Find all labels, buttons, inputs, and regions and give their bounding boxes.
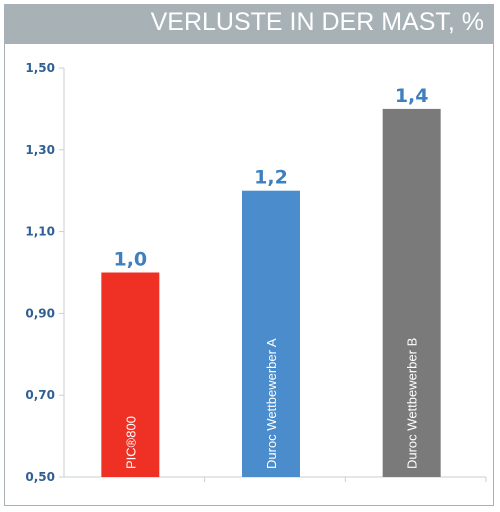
bar-category-label: Duroc Wettbewerber B bbox=[405, 338, 420, 469]
axes: 1,50 1,30 1,10 0,90 0,70 0,50 bbox=[25, 61, 487, 484]
bar bbox=[242, 190, 300, 477]
chart-header: VERLUSTE IN DER MAST, % bbox=[4, 4, 494, 44]
bar-category-label: Duroc Wettbewerber A bbox=[264, 338, 279, 469]
bar-value-label: 1,4 bbox=[395, 85, 429, 107]
y-tick-label: 0,70 bbox=[25, 388, 55, 402]
y-tick-label: 1,30 bbox=[25, 143, 55, 157]
y-tick-label: 0,50 bbox=[25, 470, 55, 484]
bar-value-label: 1,0 bbox=[113, 249, 147, 271]
y-tick-label: 1,10 bbox=[25, 225, 55, 239]
chart-title: VERLUSTE IN DER MAST, % bbox=[150, 8, 484, 36]
bar-value-label: 1,2 bbox=[254, 167, 288, 189]
bar bbox=[101, 272, 160, 477]
bar bbox=[382, 108, 441, 478]
bars: 1,0 PIC®800 1,2 Duroc Wettbewerber A 1,4 Duro… bbox=[101, 85, 441, 478]
y-tick-label: 0,90 bbox=[25, 306, 55, 320]
y-tick-label: 1,50 bbox=[25, 61, 55, 75]
bar-category-label: PIC®800 bbox=[123, 416, 138, 469]
